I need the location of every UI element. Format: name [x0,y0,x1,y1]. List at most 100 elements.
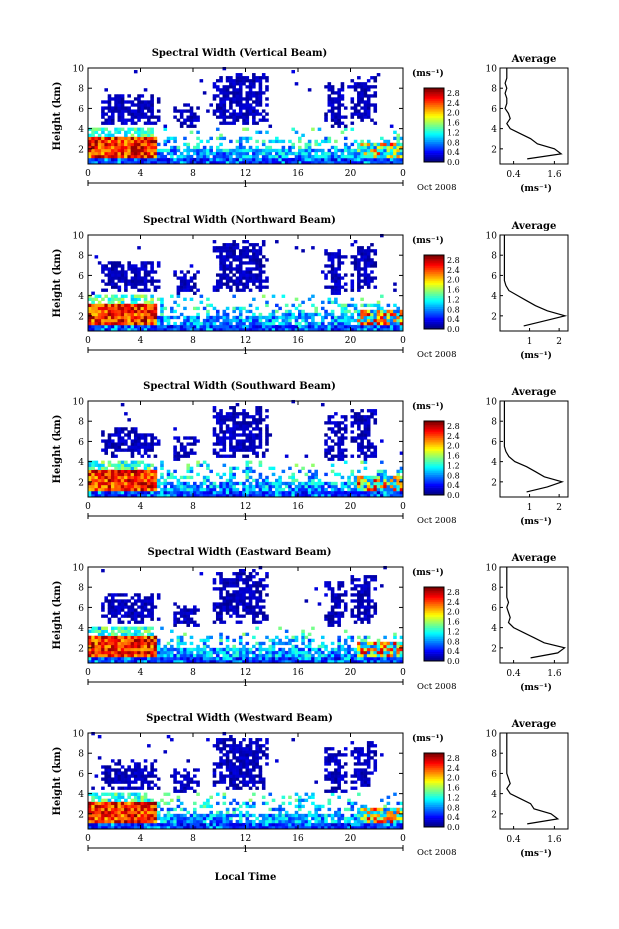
heatmap-cell [147,121,151,125]
colorbar-swatch [424,478,444,481]
heatmap-cell [238,620,243,624]
heatmap-cell [386,484,391,489]
heatmap-cell [150,602,154,606]
heatmap-cell [222,418,227,422]
heatmap-cell [193,306,197,311]
heatmap-cell [147,433,151,437]
heatmap-cell [117,602,122,606]
heatmap-cell [320,656,325,661]
heatmap-cell [110,644,115,649]
heatmap-cell [307,469,312,474]
heatmap-cell [130,430,135,434]
heatmap-cell [281,154,286,159]
heatmap-cell [399,481,404,486]
heatmap-cell [255,243,259,247]
heatmap-cell [101,115,105,119]
heatmap-cell [317,490,322,495]
heatmap-cell [350,635,355,640]
heatmap-cell [173,324,177,329]
heatmap-cell [252,478,256,483]
heatmap-cell [225,91,230,95]
heatmap-cell [357,97,361,101]
heatmap-cell [255,249,259,253]
heatmap-cell [101,297,105,301]
heatmap-cell [183,318,187,323]
heatmap-cell [324,312,328,317]
heatmap-cell [350,472,355,477]
heatmap-cell [366,442,371,446]
heatmap-cell [114,109,118,113]
heatmap-cell [330,656,335,661]
heatmap-cell [268,490,273,495]
heatmap-cell [150,267,154,271]
heatmap-cell [160,300,164,305]
heatmap-cell [350,647,355,652]
heatmap-cell [133,460,138,464]
heatmap-cell [242,415,246,419]
heatmap-cell [222,109,227,113]
heatmap-cell [186,145,191,150]
colorbar-swatch [424,474,444,477]
heatmap-cell [248,88,253,92]
heatmap-cell [343,638,348,643]
heatmap-cell [133,303,138,308]
heatmap-cell [255,130,259,134]
heatmap-cell [137,433,141,437]
heatmap-cell [183,614,187,618]
heatmap-cell [143,100,148,104]
heatmap-cell [143,297,148,301]
heatmap-cell [265,276,269,280]
colorbar-swatch [424,136,444,139]
heatmap-cell [166,656,171,661]
heatmap-cell [117,442,122,446]
heatmap-cell [340,454,345,458]
heatmap-cell [160,324,164,329]
heatmap-cell [389,312,394,317]
colorbar-unit: (ms⁻¹) [412,401,444,412]
heatmap-cell [265,487,269,492]
heatmap-cell [229,270,233,274]
heatmap-cell [235,279,240,283]
heatmap-cell [160,321,164,326]
heatmap-cell [357,109,361,113]
heatmap-cell [357,112,361,116]
heatmap-cell [173,273,177,277]
heatmap-cell [252,415,256,419]
heatmap-cell [324,653,328,658]
heatmap-cell [140,324,145,329]
heatmap-cell [114,145,118,150]
heatmap-cell [156,442,161,446]
heatmap-cell [110,442,115,446]
heatmap-cell [120,620,125,624]
heatmap-cell [268,318,273,323]
heatmap-cell [294,493,299,498]
heatmap-cell [179,611,184,615]
heatmap-cell [117,106,122,110]
colorbar-swatch [424,149,444,152]
heatmap-cell [110,106,115,110]
heatmap-cell [278,490,282,495]
heatmap-cell [330,487,335,492]
heatmap-cell [350,409,355,413]
heatmap-cell [360,415,364,419]
heatmap-cell [311,475,315,480]
heatmap-cell [196,608,200,612]
heatmap-cell [199,572,204,576]
heatmap-cell [219,249,223,253]
heatmap-cell [373,315,378,320]
heatmap-cell [389,490,394,495]
heatmap-cell [137,593,141,597]
heatmap-cell [363,112,368,116]
heatmap-cell [143,442,148,446]
heatmap-cell [110,626,115,630]
heatmap-cell [238,154,243,159]
heatmap-cell [114,103,118,107]
heatmap-cell [196,151,200,156]
heatmap-cell [127,632,131,637]
heatmap-cell [173,490,177,495]
heatmap-cell [229,415,233,419]
heatmap-cell [206,157,210,162]
heatmap-cell [334,121,338,125]
heatmap-cell [229,436,233,440]
